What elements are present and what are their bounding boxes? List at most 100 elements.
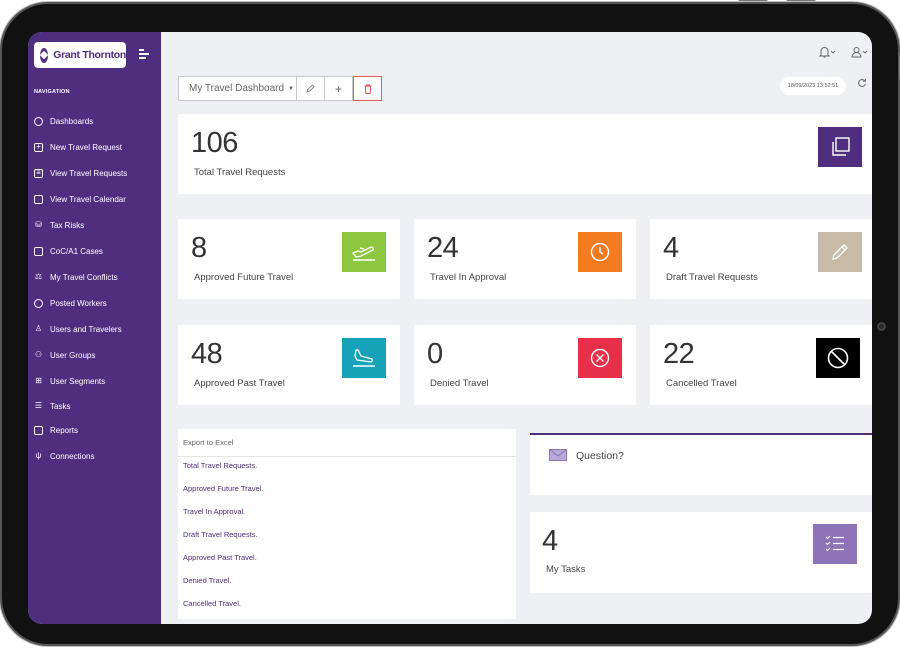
caret-down-icon: ▼: [288, 85, 294, 92]
plus-icon: +: [334, 81, 342, 96]
stat-value: 4: [663, 232, 679, 264]
coins-icon: ⛁: [35, 220, 42, 229]
sidebar-item-label: Connections: [50, 451, 95, 461]
refresh-icon[interactable]: [857, 78, 867, 91]
stat-card-approved-future-travel[interactable]: 8 Approved Future Travel: [178, 219, 400, 299]
stat-value: 8: [191, 232, 207, 264]
sidebar-item-label: My Travel Conflicts: [50, 272, 118, 282]
sidebar-item-label: Users and Travelers: [50, 324, 122, 334]
stat-label: Cancelled Travel: [666, 378, 737, 389]
sidebar-item-view-travel-requests[interactable]: ≡ View Travel Requests: [28, 160, 161, 186]
stat-label: Travel In Approval: [430, 272, 507, 283]
header-icons: [818, 46, 868, 61]
checklist-icon: ☰: [34, 401, 43, 410]
export-link-approved-future-travel[interactable]: Approved Future Travel.: [183, 484, 264, 493]
stat-value: 0: [427, 338, 443, 370]
trash-icon: [364, 84, 371, 94]
sidebar-item-label: Tasks: [50, 401, 71, 411]
export-link-travel-in-approval[interactable]: Travel In Approval.: [183, 507, 246, 516]
stat-value: 106: [191, 127, 238, 159]
dashboard-select-value: My Travel Dashboard: [189, 83, 285, 94]
export-links: Total Travel Requests. Approved Future T…: [178, 454, 516, 615]
question-label: Question?: [576, 450, 624, 462]
sidebar-item-label: User Groups: [50, 350, 96, 360]
last-updated-timestamp: 18/09/2023 13:52:51: [780, 77, 846, 95]
user-icon[interactable]: [850, 46, 868, 61]
plug-icon: ψ: [35, 451, 42, 460]
sidebar-item-user-groups[interactable]: ⚇ User Groups: [28, 342, 161, 368]
plane-takeoff-icon: [342, 232, 386, 272]
add-dashboard-button[interactable]: +: [325, 77, 353, 100]
logo[interactable]: Grant Thornton: [34, 42, 126, 68]
export-to-excel-panel: Export to Excel Total Travel Requests. A…: [178, 429, 516, 619]
stat-label: Draft Travel Requests: [666, 272, 758, 283]
x-circle-icon: [578, 338, 622, 378]
tasks-label: My Tasks: [546, 564, 586, 575]
ban-icon: [816, 338, 860, 378]
sidebar-item-dashboards[interactable]: Dashboards: [28, 108, 161, 134]
sidebar-item-tasks[interactable]: ☰ Tasks: [28, 394, 161, 418]
stat-card-cancelled-travel[interactable]: 22 Cancelled Travel: [650, 325, 872, 405]
scale-icon: ⚖: [34, 272, 43, 281]
export-link-cancelled-travel[interactable]: Cancelled Travel.: [183, 599, 241, 608]
stat-label: Approved Past Travel: [194, 378, 285, 389]
sidebar-item-label: View Travel Calendar: [50, 194, 126, 204]
sidebar-item-tax-risks[interactable]: ⛁ Tax Risks: [28, 212, 161, 238]
checklist-icon: [813, 524, 857, 564]
plane-landing-icon: [342, 338, 386, 378]
menu-toggle-icon[interactable]: [139, 49, 149, 61]
calendar-icon: [34, 194, 43, 204]
segments-icon: ⊞: [35, 376, 42, 385]
export-link-total-travel-requests[interactable]: Total Travel Requests.: [183, 461, 258, 470]
sidebar-item-new-travel-request[interactable]: + New Travel Request: [28, 134, 161, 160]
edit-dashboard-button[interactable]: [297, 77, 325, 100]
group-icon: ⚇: [34, 350, 43, 359]
my-tasks-card[interactable]: 4 My Tasks: [530, 512, 872, 593]
stat-card-draft-travel-requests[interactable]: 4 Draft Travel Requests: [650, 219, 872, 299]
sidebar-item-connections[interactable]: ψ Connections: [28, 442, 161, 470]
nav-list: Dashboards + New Travel Request ≡ View Tra…: [28, 108, 161, 470]
delete-dashboard-button[interactable]: [353, 76, 382, 101]
document-icon: [34, 246, 43, 256]
envelope-icon: [549, 449, 567, 461]
list-square-icon: ≡: [34, 168, 43, 178]
sidebar-item-label: View Travel Requests: [50, 168, 128, 178]
stat-label: Denied Travel: [430, 378, 489, 389]
sidebar-item-user-segments[interactable]: ⊞ User Segments: [28, 368, 161, 394]
sidebar-item-users-and-travelers[interactable]: ♙ Users and Travelers: [28, 316, 161, 342]
sidebar-item-view-travel-calendar[interactable]: View Travel Calendar: [28, 186, 161, 212]
export-panel-title: Export to Excel: [178, 429, 516, 457]
tasks-value: 4: [542, 525, 558, 557]
sidebar: Grant Thornton NAVIGATION Dashboards + Ne…: [28, 32, 161, 624]
stat-label: Approved Future Travel: [194, 272, 294, 283]
export-link-denied-travel[interactable]: Denied Travel.: [183, 576, 232, 585]
stat-card-approved-past-travel[interactable]: 48 Approved Past Travel: [178, 325, 400, 405]
stat-value: 22: [663, 338, 695, 370]
camera-icon: [877, 322, 886, 331]
copy-squares-icon: [818, 127, 862, 167]
question-card[interactable]: Question?: [530, 433, 872, 495]
export-link-draft-travel-requests[interactable]: Draft Travel Requests.: [183, 530, 258, 539]
sidebar-item-label: Tax Risks: [50, 220, 85, 230]
logo-icon: [40, 47, 49, 63]
logo-text: Grant Thornton: [53, 49, 126, 61]
sidebar-item-coc-a1-cases[interactable]: CoC/A1 Cases: [28, 238, 161, 264]
dashboard-gauge-icon: [34, 116, 43, 126]
dashboard-select[interactable]: My Travel Dashboard ▼: [179, 77, 297, 100]
sidebar-item-reports[interactable]: Reports: [28, 418, 161, 442]
nav-section-title: NAVIGATION: [34, 89, 70, 95]
export-link-approved-past-travel[interactable]: Approved Past Travel.: [183, 553, 257, 562]
sidebar-item-label: New Travel Request: [50, 142, 123, 152]
plus-square-icon: +: [34, 142, 43, 152]
stat-card-travel-in-approval[interactable]: 24 Travel In Approval: [414, 219, 636, 299]
bell-icon[interactable]: [818, 46, 836, 61]
stat-card-total-travel-requests[interactable]: 106 Total Travel Requests: [178, 114, 872, 194]
sidebar-item-my-travel-conflicts[interactable]: ⚖ My Travel Conflicts: [28, 264, 161, 290]
volume-button: [786, 0, 816, 1]
sidebar-item-posted-workers[interactable]: Posted Workers: [28, 290, 161, 316]
volume-button: [738, 0, 768, 1]
file-icon: [34, 425, 43, 435]
user-icon: ♙: [34, 324, 43, 333]
stat-card-denied-travel[interactable]: 0 Denied Travel: [414, 325, 636, 405]
